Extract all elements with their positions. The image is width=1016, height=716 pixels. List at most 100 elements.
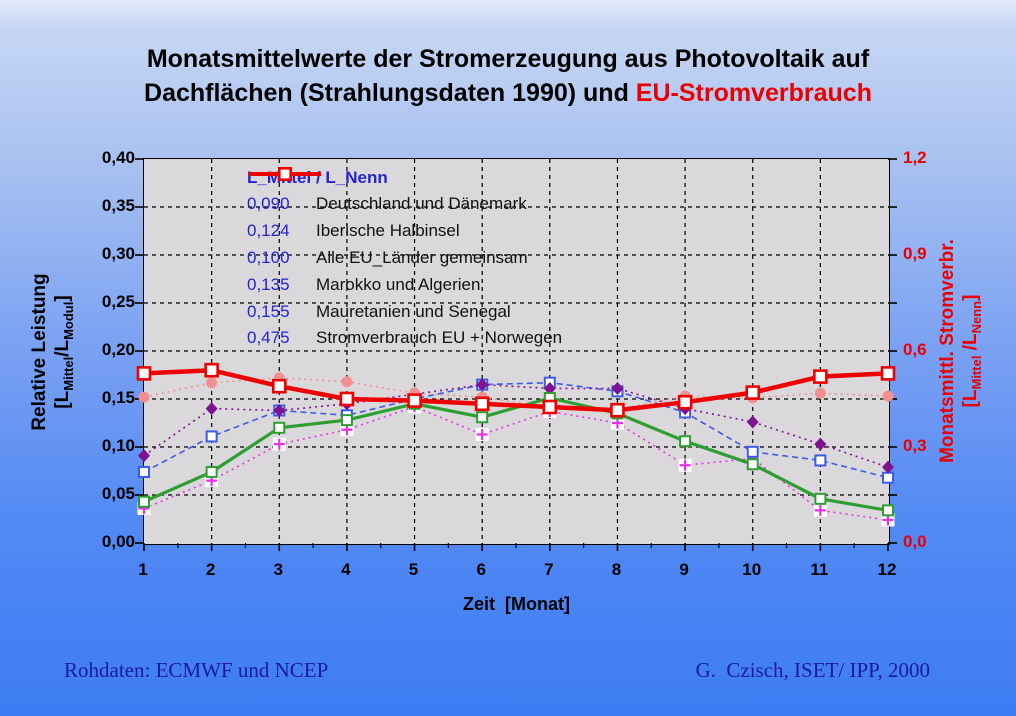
legend-label: Iberische Halbinsel <box>316 221 460 241</box>
circle-marker <box>882 390 894 402</box>
chart-title-line1: Monatsmittelwerte der Stromerzeugung aus… <box>146 45 870 73</box>
left-axis-tick-label: 0,25 <box>101 292 135 311</box>
x-axis-tick-label: 6 <box>476 560 486 579</box>
legend-row-deutschland: 0,090 Deutschland und Dänemark <box>247 167 562 218</box>
open-square-marker <box>474 396 490 412</box>
series-deutschland <box>137 400 895 527</box>
open-square-marker <box>610 402 625 418</box>
legend-mean-value: 0,475 <box>247 328 290 348</box>
x-axis-tick-label: 12 <box>877 560 897 579</box>
left-axis-tick-label: 0,15 <box>101 388 135 407</box>
open-square-marker <box>679 435 692 448</box>
plus-marker <box>273 438 285 450</box>
left-axis-title: Relative Leistung [LMittel/LModul] <box>28 142 80 562</box>
legend-label: Stromverbrauch EU + Norwegen <box>316 328 563 348</box>
open-square-marker <box>542 399 558 415</box>
legend-mean-value: 0,124 <box>247 221 290 241</box>
axis-title-units: [LMittel /LNenn] <box>960 294 984 408</box>
diamond-marker <box>814 437 827 451</box>
x-axis-tick-label: 11 <box>810 560 829 579</box>
open-square-marker <box>277 166 292 181</box>
open-square-marker <box>880 366 896 381</box>
left-axis-tick-label: 0,20 <box>101 340 135 359</box>
diamond-marker <box>138 449 150 463</box>
legend-label: Deutschland und Dänemark <box>316 194 527 214</box>
left-axis-tick-label: 0,30 <box>101 244 135 263</box>
open-square-marker <box>339 391 355 407</box>
plus-marker <box>679 459 691 471</box>
plus-marker <box>476 429 488 441</box>
x-axis-tick-label: 10 <box>742 560 762 579</box>
diamond-marker <box>273 404 286 418</box>
legend-rows: 0,090 Deutschland und Dänemark 0,124 Iberis… <box>247 166 563 352</box>
left-axis-tick-label: 0,35 <box>101 196 135 215</box>
open-square-marker <box>138 495 150 508</box>
right-axis-tick-label: 0,6 <box>903 340 927 359</box>
series-line-marokko <box>143 383 889 468</box>
x-axis-tick-label: 2 <box>205 560 216 579</box>
legend-label: Mauretanien und Senegal <box>316 301 511 321</box>
diamond-marker <box>205 402 218 416</box>
diamond-marker <box>543 381 556 395</box>
series-iberische <box>138 376 894 484</box>
circle-marker <box>206 377 218 389</box>
series-marokko <box>138 378 894 474</box>
legend-label: Marokko und Algerien <box>316 274 481 294</box>
left-axis-tick-label: 0,40 <box>101 148 135 167</box>
circle-marker <box>138 391 150 403</box>
legend-row-stromverbrauch: 0,475 Stromverbrauch EU + Norwegen <box>247 166 563 352</box>
right-axis-tick-label: 0,3 <box>903 436 927 455</box>
open-square-marker <box>273 421 286 434</box>
open-square-marker <box>882 471 894 484</box>
open-square-marker <box>340 414 353 427</box>
legend-row-mauretanien: 0,155 Mauretanien und Senegal <box>247 168 562 325</box>
open-square-marker <box>882 504 894 517</box>
diamond-marker <box>746 415 759 429</box>
legend-mean-value: 0,135 <box>247 274 290 294</box>
x-axis-tick-label: 5 <box>408 560 419 579</box>
right-axis-tick-label: 0,0 <box>903 532 927 551</box>
x-axis-tick-label: 4 <box>341 560 351 579</box>
open-square-marker <box>136 366 152 381</box>
left-axis-tick-label: 0,10 <box>101 436 135 455</box>
series-line-deutschland <box>143 405 889 521</box>
x-axis-tick-label: 9 <box>679 560 689 579</box>
left-axis-tick-label: 0,05 <box>101 484 135 503</box>
axis-title-units: [LMittel/LModul] <box>52 295 76 409</box>
legend-label: Alle EU_Länder gemeinsam <box>316 247 528 267</box>
legend-mean-value: 0,155 <box>247 301 290 321</box>
open-square-marker <box>407 393 422 408</box>
footer-source: Rohdaten: ECMWF und NCEP <box>64 658 329 682</box>
open-square-marker <box>204 362 219 378</box>
open-square-marker <box>677 394 693 410</box>
chart-title: Monatsmittelwerte der Stromerzeugung aus… <box>0 42 1016 110</box>
left-axis-tick-label: 0,00 <box>101 532 135 551</box>
plot-area: L_Mittel / L_Nenn 0,090 Deutschland und D… <box>135 158 897 551</box>
chart-title-line2: Dachflächen (Strahlungsdaten 1990) und <box>144 79 636 107</box>
open-square-marker <box>745 385 761 400</box>
series-line-iberische <box>143 381 889 479</box>
open-square-marker <box>746 458 759 471</box>
legend-row-iberische: 0,124 Iberische Halbinsel <box>247 168 562 245</box>
x-axis-tick-label: 8 <box>611 560 622 579</box>
open-square-marker <box>814 454 827 467</box>
legend-mean-value: 0,100 <box>247 247 290 267</box>
legend-swatch-stromverbrauch <box>249 166 321 181</box>
x-axis-title: Zeit [Monat] <box>463 594 570 614</box>
right-axis-tick-label: 0,9 <box>903 244 927 263</box>
open-square-marker <box>205 430 218 443</box>
right-axis-tick-label: 1,2 <box>903 148 927 167</box>
open-square-marker <box>138 465 150 478</box>
circle-marker <box>341 376 353 388</box>
open-square-marker <box>814 492 827 505</box>
circle-marker <box>814 387 826 399</box>
legend-row-marokko: 0,135 Marokko und Algerien <box>247 167 562 298</box>
x-axis-tick-label: 1 <box>138 560 148 579</box>
series-line-mauretanien <box>143 377 889 411</box>
open-square-marker <box>476 411 489 424</box>
diamond-marker <box>882 460 894 474</box>
x-axis-tick-label: 7 <box>544 560 554 579</box>
axis-title-text: Relative Leistung <box>29 273 51 431</box>
open-square-marker <box>813 369 828 384</box>
